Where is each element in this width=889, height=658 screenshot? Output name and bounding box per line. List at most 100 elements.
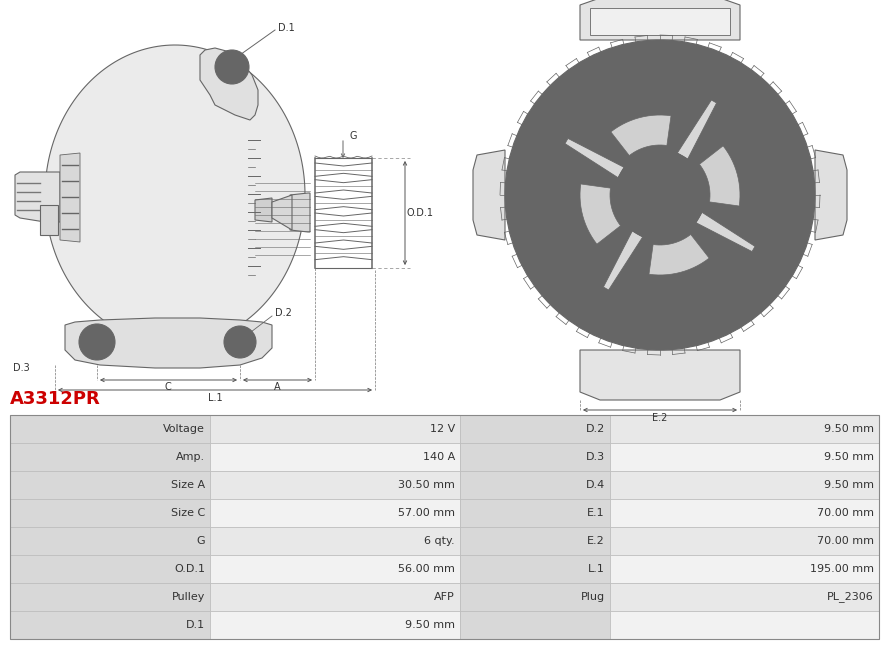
Circle shape <box>224 326 256 358</box>
Text: 56.00 mm: 56.00 mm <box>398 564 455 574</box>
Text: D.3: D.3 <box>13 363 29 373</box>
Text: 70.00 mm: 70.00 mm <box>817 508 874 518</box>
Circle shape <box>550 85 770 305</box>
Polygon shape <box>649 234 709 275</box>
Circle shape <box>505 40 815 350</box>
Polygon shape <box>40 205 58 235</box>
FancyBboxPatch shape <box>610 357 710 389</box>
Circle shape <box>652 187 668 203</box>
Polygon shape <box>460 583 610 611</box>
Polygon shape <box>210 527 460 555</box>
Polygon shape <box>473 150 505 240</box>
Polygon shape <box>15 172 60 222</box>
Text: D.2: D.2 <box>586 424 605 434</box>
Polygon shape <box>10 527 210 555</box>
Polygon shape <box>610 471 879 499</box>
Polygon shape <box>460 471 610 499</box>
Polygon shape <box>460 611 610 639</box>
Polygon shape <box>10 611 210 639</box>
Polygon shape <box>610 555 879 583</box>
Polygon shape <box>610 611 879 639</box>
Text: Amp.: Amp. <box>176 452 205 462</box>
Polygon shape <box>460 443 610 471</box>
Polygon shape <box>10 471 210 499</box>
Polygon shape <box>210 499 460 527</box>
Polygon shape <box>60 153 80 242</box>
Polygon shape <box>210 415 460 443</box>
Text: 9.50 mm: 9.50 mm <box>824 452 874 462</box>
Polygon shape <box>611 115 671 155</box>
Polygon shape <box>210 555 460 583</box>
Circle shape <box>644 179 676 211</box>
Circle shape <box>567 102 583 118</box>
Text: O.D.1: O.D.1 <box>406 208 434 218</box>
Polygon shape <box>610 415 879 443</box>
Text: 9.50 mm: 9.50 mm <box>824 424 874 434</box>
Polygon shape <box>610 583 879 611</box>
Polygon shape <box>272 195 292 230</box>
Text: Plug: Plug <box>581 592 605 602</box>
Polygon shape <box>210 471 460 499</box>
Polygon shape <box>580 0 740 40</box>
Text: G: G <box>350 131 357 141</box>
Text: 57.00 mm: 57.00 mm <box>398 508 455 518</box>
Text: D.2: D.2 <box>275 308 292 318</box>
Polygon shape <box>460 555 610 583</box>
Polygon shape <box>696 213 755 251</box>
Text: AFP: AFP <box>434 592 455 602</box>
Text: Size C: Size C <box>171 508 205 518</box>
Circle shape <box>737 272 753 288</box>
Text: A3312PR: A3312PR <box>10 390 100 408</box>
Polygon shape <box>10 583 210 611</box>
Text: 30.50 mm: 30.50 mm <box>398 480 455 490</box>
Polygon shape <box>580 184 621 244</box>
Text: 70.00 mm: 70.00 mm <box>817 536 874 546</box>
Polygon shape <box>200 48 258 120</box>
Polygon shape <box>10 555 210 583</box>
Text: 9.50 mm: 9.50 mm <box>824 480 874 490</box>
Polygon shape <box>10 415 210 443</box>
Text: D.1: D.1 <box>186 620 205 630</box>
Text: Size A: Size A <box>171 480 205 490</box>
Text: G: G <box>196 536 205 546</box>
Polygon shape <box>460 499 610 527</box>
Polygon shape <box>677 100 717 159</box>
Circle shape <box>215 50 249 84</box>
Polygon shape <box>210 583 460 611</box>
Circle shape <box>79 324 115 360</box>
Polygon shape <box>45 45 305 345</box>
Text: E.1: E.1 <box>588 508 605 518</box>
Polygon shape <box>610 499 879 527</box>
Text: Pulley: Pulley <box>172 592 205 602</box>
Polygon shape <box>10 443 210 471</box>
Circle shape <box>737 102 753 118</box>
Polygon shape <box>290 193 310 232</box>
Text: L.1: L.1 <box>208 393 222 403</box>
Polygon shape <box>610 527 879 555</box>
Text: D.3: D.3 <box>586 452 605 462</box>
Circle shape <box>532 67 788 323</box>
Circle shape <box>567 272 583 288</box>
Text: O.D.1: O.D.1 <box>174 564 205 574</box>
Circle shape <box>89 334 105 350</box>
Polygon shape <box>590 8 730 35</box>
Polygon shape <box>460 527 610 555</box>
Text: 12 V: 12 V <box>429 424 455 434</box>
Polygon shape <box>565 138 624 178</box>
Text: L.1: L.1 <box>589 564 605 574</box>
Text: 6 qty.: 6 qty. <box>424 536 455 546</box>
Text: 140 A: 140 A <box>423 452 455 462</box>
Text: C: C <box>164 382 172 392</box>
Text: 9.50 mm: 9.50 mm <box>405 620 455 630</box>
Polygon shape <box>700 146 740 206</box>
Text: Voltage: Voltage <box>163 424 205 434</box>
Text: D.1: D.1 <box>278 23 295 33</box>
Circle shape <box>233 335 247 349</box>
Polygon shape <box>255 198 272 222</box>
Polygon shape <box>210 443 460 471</box>
Circle shape <box>628 163 692 227</box>
Polygon shape <box>210 611 460 639</box>
Text: E.2: E.2 <box>588 536 605 546</box>
Text: PL_2306: PL_2306 <box>828 592 874 603</box>
Text: 195.00 mm: 195.00 mm <box>810 564 874 574</box>
